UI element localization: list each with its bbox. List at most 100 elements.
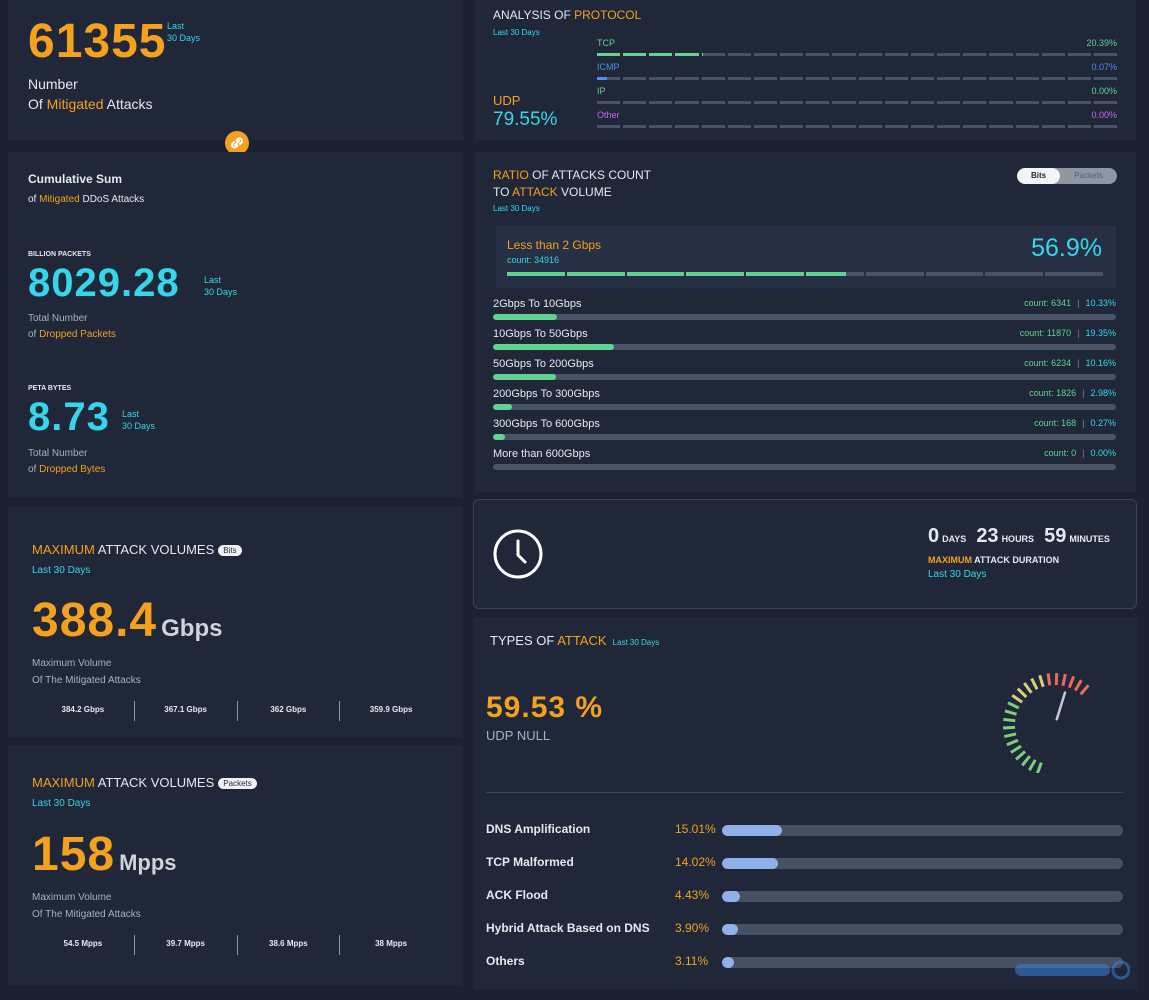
protocol-bar-segment <box>832 77 856 80</box>
ratio-row-value: 0.27% <box>1090 418 1116 428</box>
attack-type-value: 3.90% <box>675 921 710 935</box>
toggle-bits-button[interactable]: Bits <box>1017 168 1060 184</box>
packets-unit-label: BILLION PACKETS <box>28 251 91 258</box>
protocol-bar-segment <box>675 101 699 104</box>
protocol-bar-segment <box>806 53 830 56</box>
protocol-bar-fill <box>675 53 699 56</box>
toggle-packets-button[interactable]: Packets <box>1074 171 1103 180</box>
max-bits-history: 384.2 Gbps 367.1 Gbps 362 Gbps 359.9 Gbps <box>32 701 442 721</box>
protocol-bar-segment <box>1041 77 1065 80</box>
protocol-bar-segment <box>701 53 725 56</box>
packets-period: Last 30 Days <box>204 274 237 298</box>
clock-icon <box>492 528 544 580</box>
attack-type-bar <box>722 891 1123 902</box>
protocol-bar-segment <box>597 101 621 104</box>
types-main-name: UDP NULL <box>486 728 551 743</box>
types-title: TYPES OF ATTACK Last 30 Days <box>490 633 659 648</box>
link-icon[interactable] <box>225 131 249 155</box>
protocol-bar-segment <box>1093 53 1118 56</box>
gauge-tick <box>1015 750 1027 761</box>
max-volume-bits-card: MAXIMUM ATTACK VOLUMES Bits Last 30 Days … <box>8 507 463 737</box>
protocol-bar-fill <box>701 53 704 56</box>
duration-days: 0 <box>928 525 940 547</box>
ratio-top-segment-fill <box>805 272 846 276</box>
title-highlight: PROTOCOL <box>574 8 642 22</box>
attack-duration-card: 0 DAYS 23 HOURS 59 MINUTES MAXIMUM ATTACK DUR… <box>473 499 1137 609</box>
label-highlight: Dropped Bytes <box>39 464 106 475</box>
protocol-row-name: ICMP <box>597 62 620 72</box>
title-highlight: RATIO <box>493 168 529 182</box>
ratio-row-value: 2.98% <box>1090 388 1116 398</box>
ratio-row-bar-fill <box>493 434 506 440</box>
max-packets-title: MAXIMUM ATTACK VOLUMES Packets <box>32 775 257 790</box>
ratio-top-segment <box>925 272 984 276</box>
ratio-top-segment <box>805 272 864 276</box>
gauge-needle <box>1055 691 1067 721</box>
max-bits-unit: Gbps <box>161 615 223 642</box>
protocol-bar-segment <box>1015 125 1039 128</box>
duration-days-label: DAYS <box>942 534 967 544</box>
protocol-title: ANALYSIS OF PROTOCOL <box>493 8 641 22</box>
duration-hours: 23 <box>976 525 999 547</box>
attack-type-bar-fill <box>722 924 738 935</box>
ratio-row-count: count: 1826 <box>1029 388 1077 398</box>
attack-type-bar-fill <box>722 825 783 836</box>
protocol-bar-segment <box>832 101 856 104</box>
protocol-bar-segment <box>701 101 725 104</box>
attack-types-card: TYPES OF ATTACK Last 30 Days 59.53 % UDP … <box>473 617 1137 989</box>
protocol-bar-segment <box>1093 125 1118 128</box>
protocol-bar-segment <box>884 125 908 128</box>
gauge-tick <box>1038 674 1045 688</box>
ratio-top-segment-bar <box>507 272 1103 276</box>
ratio-top-segment <box>746 272 804 276</box>
protocol-bar-segment <box>884 77 908 80</box>
ratio-row-separator: | <box>1077 298 1080 308</box>
title-highlight: ATTACK <box>557 633 607 648</box>
max-packets-history: 54.5 Mpps 39.7 Mpps 38.6 Mpps 38 Mpps <box>32 935 442 955</box>
dropped-packets-card: BILLION PACKETS 8029.28 Last 30 Days Tot… <box>8 230 463 360</box>
protocol-bar-segment <box>623 53 647 56</box>
protocol-bar-segment <box>858 101 882 104</box>
period-last: Last <box>167 21 185 31</box>
max-volume-packets-card: MAXIMUM ATTACK VOLUMES Packets Last 30 Da… <box>8 745 463 985</box>
unit-toggle: Bits Packets <box>1017 168 1117 184</box>
max-packets-label-2: Of The Mitigated Attacks <box>32 909 141 920</box>
ratio-title-line-2: TO ATTACK VOLUME <box>493 185 612 199</box>
protocol-bar-segment <box>937 101 961 104</box>
duration-minutes-label: MINUTES <box>1069 534 1110 544</box>
history-value: 54.5 Mpps <box>63 939 103 948</box>
title-part: ANALYSIS OF <box>493 8 575 22</box>
ratio-row-bar <box>493 434 1116 440</box>
ratio-row-value: 10.16% <box>1085 358 1116 368</box>
ratio-row-stats: count: 6234 | 10.16% <box>1024 358 1116 368</box>
packets-label-2: of Dropped Packets <box>28 329 116 340</box>
gauge-tick <box>1046 673 1052 686</box>
duration-hours-label: HOURS <box>1001 534 1035 544</box>
mitigated-count: 61355 <box>28 15 167 68</box>
protocol-bar-segment <box>806 77 830 80</box>
gauge-tick <box>1023 682 1033 694</box>
clock-icon-glyph <box>493 529 543 579</box>
protocol-row-bar <box>597 125 1118 128</box>
protocol-bar-fill <box>649 53 673 56</box>
protocol-bar-segment <box>1015 101 1039 104</box>
ratio-top-segment-fill <box>626 272 685 276</box>
period-days: 30 Days <box>122 421 156 431</box>
title-part: ATTACK VOLUMES <box>94 542 215 557</box>
protocol-bar-segment <box>910 101 935 104</box>
ratio-row-bar <box>493 374 1116 380</box>
protocol-bar-fill <box>597 77 608 80</box>
ratio-row-bar <box>493 404 1116 410</box>
label-highlight: MAXIMUM <box>928 555 972 565</box>
protocol-bar-segment <box>623 101 647 104</box>
history-value: 367.1 Gbps <box>133 701 237 721</box>
protocol-bar-segment <box>989 77 1013 80</box>
ratio-row-separator: | <box>1082 418 1085 428</box>
gauge-tick <box>1003 717 1016 723</box>
types-main-value: 59.53 % <box>486 691 604 724</box>
protocol-bar-segment <box>1093 77 1118 80</box>
attack-type-name: TCP Malformed <box>486 855 574 869</box>
protocol-bar-segment <box>832 125 856 128</box>
title-highlight: MAXIMUM <box>32 542 95 557</box>
attack-type-bar <box>722 957 1123 968</box>
